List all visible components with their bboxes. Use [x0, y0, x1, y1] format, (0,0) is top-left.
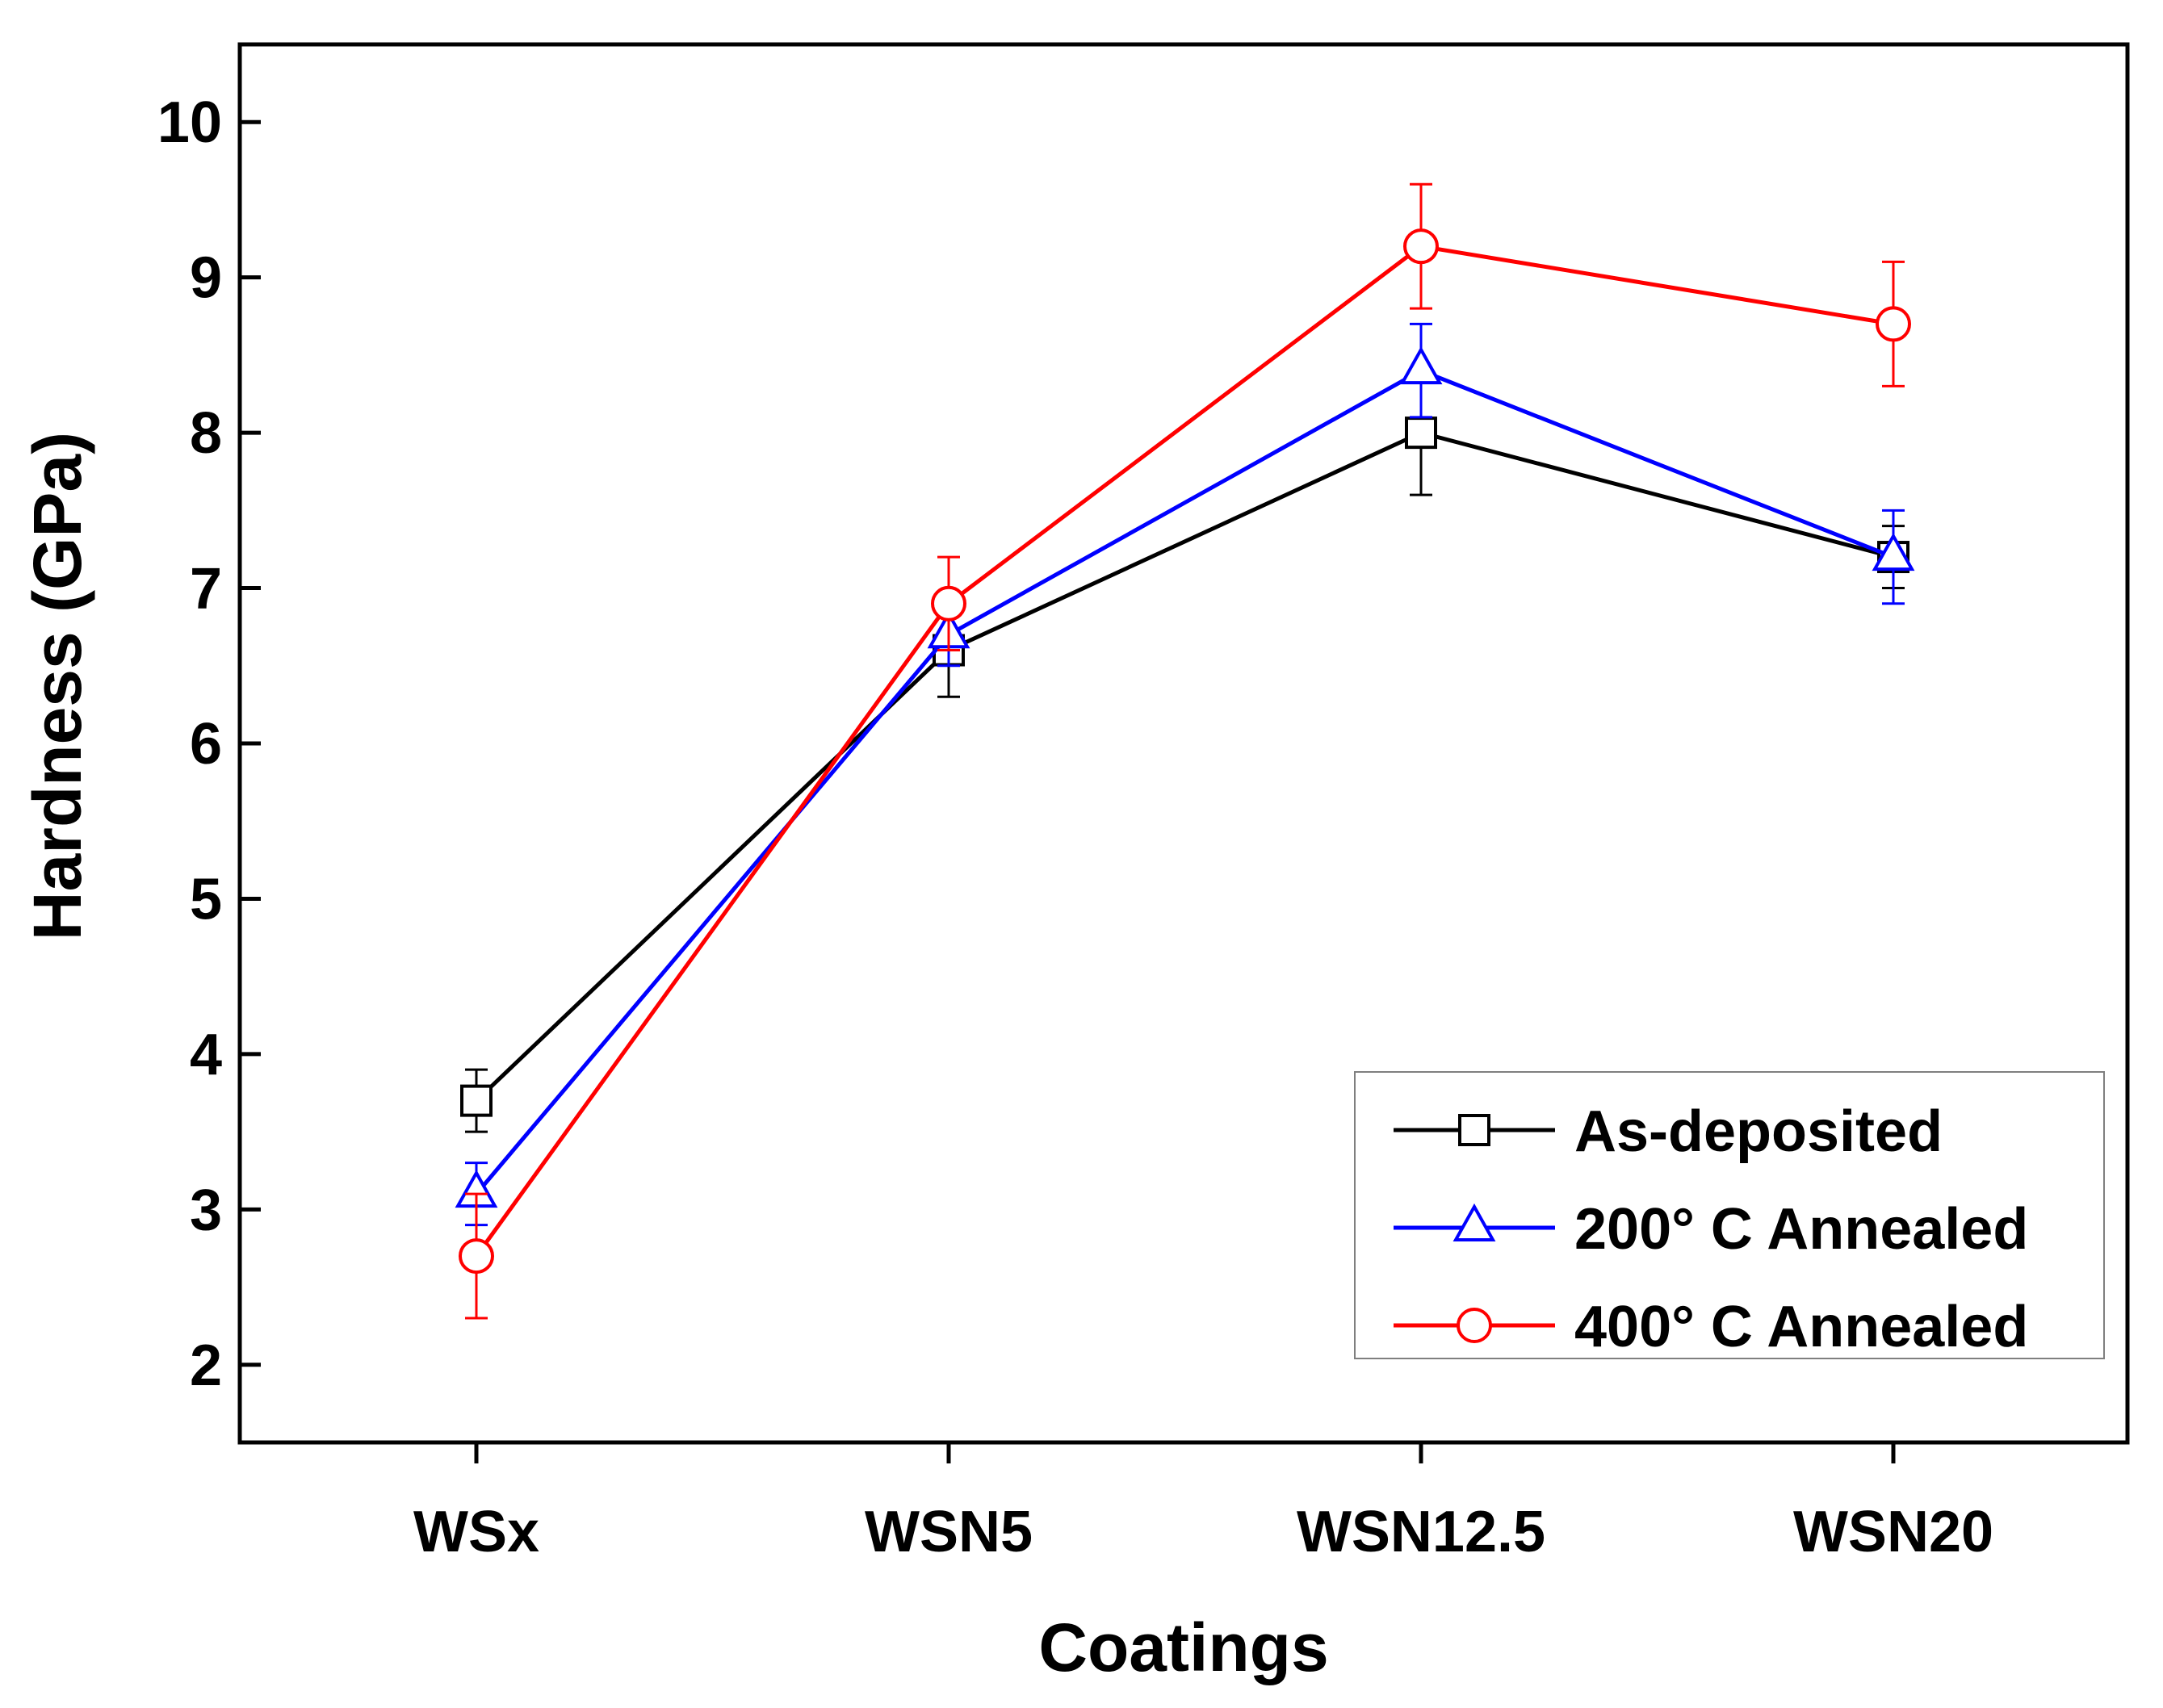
y-tick-label: 5	[190, 867, 222, 931]
data-point-400c-annealed	[931, 585, 966, 622]
series-400c-annealed	[459, 182, 1911, 1320]
legend-item-400c-annealed: 400° C Annealed	[1394, 1295, 2028, 1359]
data-point-as-deposited	[460, 1084, 493, 1117]
legend-marker	[1452, 1203, 1496, 1241]
y-tick-label: 3	[190, 1178, 222, 1242]
legend-marker	[1457, 1308, 1492, 1343]
y-tick-label: 10	[157, 90, 222, 155]
x-axis: WSx WSN5 WSN12.5 WSN20	[413, 1442, 1993, 1564]
series-line-200c-annealed	[475, 368, 1894, 1195]
y-tick-label: 6	[190, 712, 222, 777]
x-axis-title: Coatings	[1038, 1610, 1328, 1685]
series-line-as-deposited	[475, 430, 1894, 1103]
data-point-400c-annealed	[459, 1238, 494, 1275]
data-point-200c-annealed	[1399, 346, 1443, 385]
data-point-as-deposited	[1405, 417, 1437, 450]
y-tick-label: 9	[190, 246, 222, 311]
plot-area	[455, 182, 1915, 1320]
legend-item-200c-annealed: 200° C Annealed	[1394, 1197, 2028, 1262]
y-tick-label: 7	[190, 557, 222, 622]
legend-label: 400° C Annealed	[1574, 1295, 2028, 1359]
series-line-400c-annealed	[474, 244, 1894, 1258]
legend-label: 200° C Annealed	[1574, 1197, 2028, 1262]
legend-label: As-deposited	[1574, 1099, 1943, 1164]
y-axis: 2 3 4 5 6 7 8 9 10	[157, 90, 261, 1398]
legend-item-as-deposited: As-deposited	[1394, 1099, 1943, 1164]
y-tick-label: 2	[190, 1333, 222, 1398]
x-tick-label: WSx	[413, 1500, 539, 1564]
data-point-200c-annealed	[1872, 532, 1915, 571]
data-point-400c-annealed	[1403, 228, 1439, 265]
x-tick-label: WSN12.5	[1297, 1500, 1545, 1564]
y-tick-label: 8	[190, 401, 222, 466]
y-axis-title: Hardness (GPa)	[19, 432, 95, 940]
x-tick-label: WSN20	[1793, 1500, 1993, 1564]
x-tick-label: WSN5	[865, 1500, 1033, 1564]
data-point-400c-annealed	[1876, 306, 1911, 342]
y-tick-label: 4	[190, 1023, 222, 1087]
legend-marker	[1458, 1114, 1490, 1146]
legend: As-deposited 200° C Annealed 400° C Anneal…	[1354, 1071, 2105, 1359]
